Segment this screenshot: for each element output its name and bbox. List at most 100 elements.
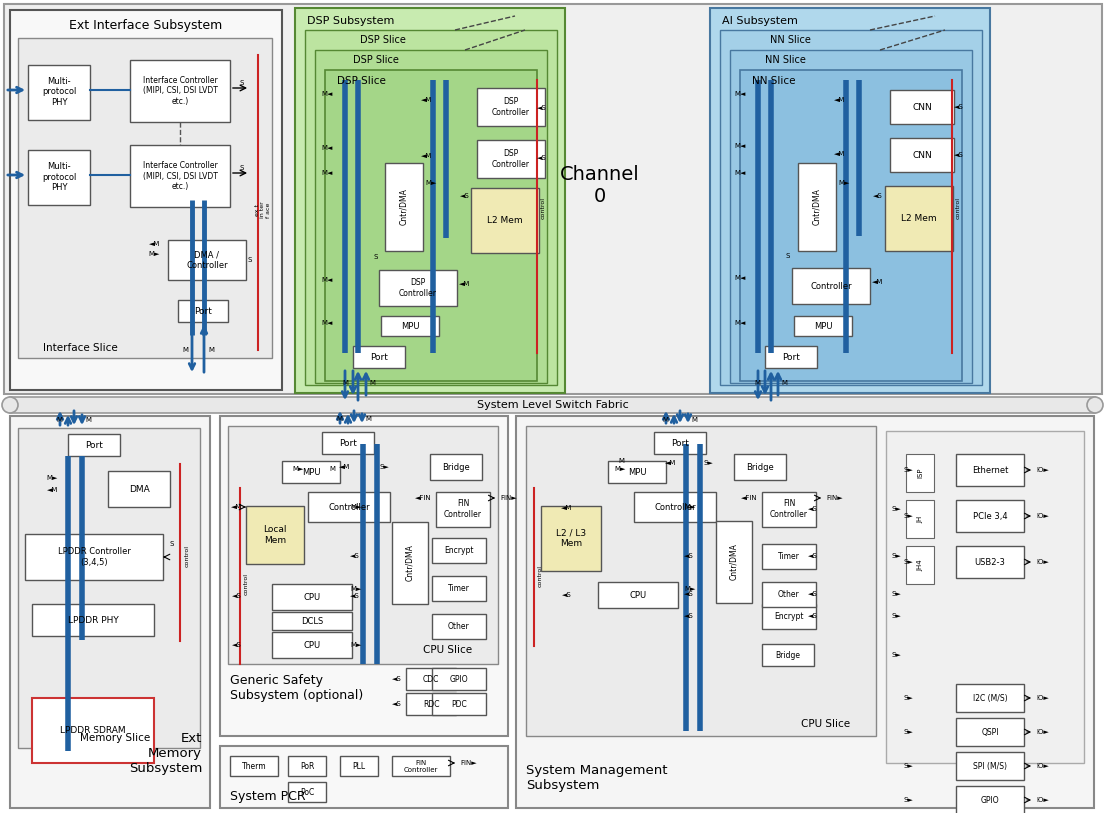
Text: M: M [328, 466, 335, 472]
Bar [315, 50, 547, 383]
Bar [730, 50, 972, 383]
Text: control: control [185, 545, 189, 567]
Text: ◄FIN: ◄FIN [416, 495, 432, 501]
Text: Controller: Controller [328, 502, 369, 511]
Text: control: control [538, 565, 543, 587]
Text: M►: M► [148, 251, 160, 257]
Bar [108, 471, 170, 507]
Text: M: M [336, 416, 342, 422]
Text: S►: S► [904, 695, 914, 701]
Text: Bridge: Bridge [775, 650, 801, 659]
Text: IO►: IO► [1036, 513, 1048, 519]
Bar [956, 454, 1024, 486]
Text: M: M [85, 417, 91, 423]
Text: ◄S: ◄S [808, 506, 818, 512]
Text: Port: Port [194, 307, 212, 315]
Text: ◄M: ◄M [46, 487, 58, 493]
Bar [322, 432, 374, 454]
Text: DSP Slice: DSP Slice [353, 55, 399, 65]
Text: IO►: IO► [1036, 695, 1048, 701]
Bar [272, 612, 352, 630]
Text: ◄S: ◄S [808, 613, 818, 619]
Bar [10, 10, 282, 390]
Text: Ext
Memory
Subsystem: Ext Memory Subsystem [128, 732, 202, 775]
Text: DSP
Controller: DSP Controller [399, 278, 437, 298]
Text: Ext Interface Subsystem: Ext Interface Subsystem [70, 20, 222, 33]
Text: M►: M► [349, 586, 362, 592]
Text: M: M [342, 380, 348, 386]
Text: DSP
Controller: DSP Controller [492, 98, 530, 117]
Text: M►: M► [292, 466, 303, 472]
Text: Interface Controller
(MIPI, CSI, DSI LVDT
etc.): Interface Controller (MIPI, CSI, DSI LVD… [143, 161, 218, 191]
Text: Local
Mem: Local Mem [263, 525, 286, 545]
Bar [10, 416, 210, 808]
Bar [288, 756, 326, 776]
Ellipse shape [2, 397, 18, 413]
Text: CPU: CPU [629, 590, 647, 599]
Bar [517, 416, 1094, 808]
Text: ◄S: ◄S [684, 553, 693, 559]
Text: M◄: M◄ [734, 170, 747, 176]
Text: ◄S: ◄S [232, 642, 242, 648]
Bar [230, 756, 278, 776]
Text: FIN
Controller: FIN Controller [404, 759, 438, 772]
Text: Timer: Timer [778, 551, 800, 560]
Bar [25, 534, 163, 580]
Bar [10, 397, 1095, 413]
Text: ◄M: ◄M [421, 153, 432, 159]
Text: M◄: M◄ [322, 277, 333, 283]
Text: ◄S: ◄S [562, 592, 572, 598]
Text: FIN►: FIN► [460, 760, 477, 766]
Text: AI Subsystem: AI Subsystem [722, 16, 797, 26]
Text: DCLS: DCLS [301, 616, 323, 625]
Text: ◄S: ◄S [349, 593, 359, 599]
Text: JH4: JH4 [917, 559, 924, 571]
Bar [168, 240, 246, 280]
Text: S►: S► [891, 652, 900, 658]
Bar [430, 454, 482, 480]
Bar [906, 500, 933, 538]
Text: ◄M: ◄M [834, 151, 845, 157]
Text: S: S [240, 80, 244, 86]
Text: ◄S: ◄S [460, 193, 470, 199]
Text: MPU: MPU [400, 321, 419, 331]
Text: ◄S: ◄S [954, 152, 963, 158]
Text: control: control [541, 197, 545, 219]
Bar [228, 426, 498, 664]
Text: DMA /
Controller: DMA / Controller [186, 250, 228, 270]
Bar [4, 4, 1102, 394]
Bar [325, 70, 538, 381]
Text: CPU Slice: CPU Slice [802, 719, 851, 729]
Text: M◄: M◄ [322, 145, 333, 151]
Text: Encrypt: Encrypt [774, 611, 804, 620]
Bar [288, 782, 326, 802]
Text: Cntr/DMA: Cntr/DMA [399, 189, 408, 225]
Text: M: M [781, 380, 787, 386]
Text: Controller: Controller [811, 281, 852, 290]
Text: PoR: PoR [300, 762, 314, 771]
Text: Generic Safety
Subsystem (optional): Generic Safety Subsystem (optional) [230, 674, 363, 702]
Text: FIN
Controller: FIN Controller [444, 499, 482, 519]
Text: RDC: RDC [422, 699, 439, 708]
Text: Timer: Timer [448, 584, 470, 593]
Bar [762, 604, 816, 629]
Text: ◄M: ◄M [231, 504, 242, 510]
Bar [131, 145, 230, 207]
Text: DSP Slice: DSP Slice [337, 76, 386, 86]
Text: GPIO: GPIO [450, 675, 468, 684]
Text: FIN►: FIN► [826, 495, 843, 501]
Bar [432, 614, 486, 639]
Bar [67, 434, 119, 456]
Text: ◄S: ◄S [232, 593, 242, 599]
Bar [307, 492, 390, 522]
Text: ◄FIN: ◄FIN [741, 495, 758, 501]
Text: ◄M: ◄M [459, 281, 470, 287]
Bar [890, 90, 954, 124]
Text: Port: Port [782, 353, 800, 362]
Text: ◄S: ◄S [349, 553, 359, 559]
Text: ◄M: ◄M [338, 464, 349, 470]
Text: S►: S► [380, 464, 389, 470]
Bar [406, 693, 456, 715]
Text: Interface Controller
(MIPI, CSI, DSI LVDT
etc.): Interface Controller (MIPI, CSI, DSI LVD… [143, 76, 218, 106]
Bar [432, 576, 486, 601]
